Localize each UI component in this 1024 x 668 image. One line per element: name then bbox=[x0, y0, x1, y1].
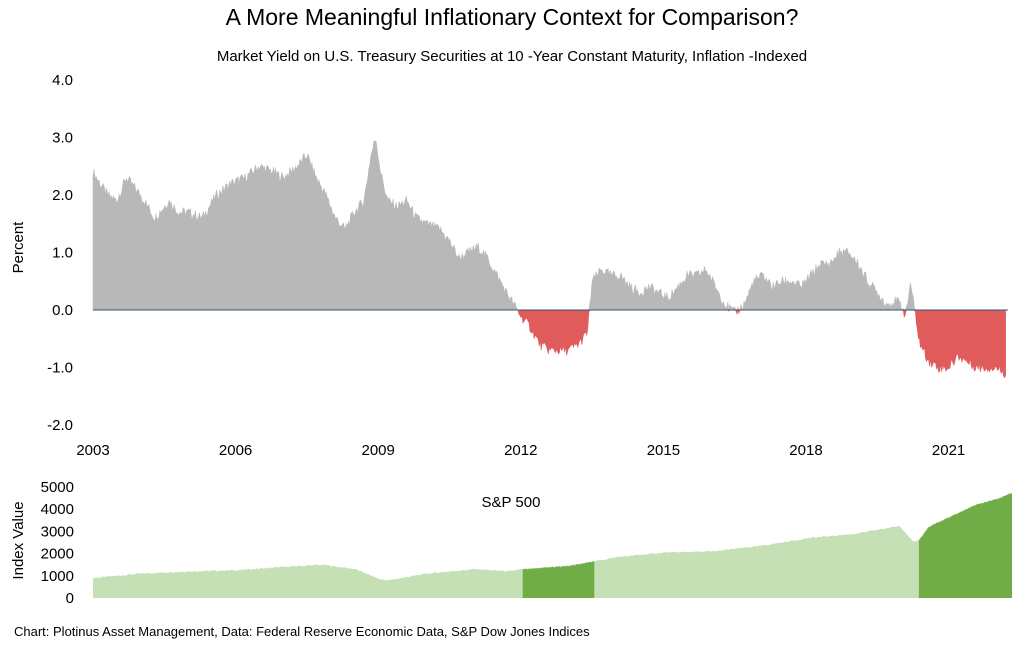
yield-negative-area bbox=[93, 308, 1006, 379]
y-tick-label: 0.0 bbox=[52, 302, 73, 319]
sp500-axes: S&P 500 5000 4000 3000 2000 1000 0 Index Value bbox=[10, 479, 540, 607]
sp500-area bbox=[93, 493, 1012, 598]
sp500-y-tick-label: 2000 bbox=[41, 546, 74, 563]
sp500-highlight-area bbox=[522, 561, 595, 598]
x-tick-label: 2006 bbox=[219, 442, 252, 459]
sp500-y-tick-label: 1000 bbox=[41, 568, 74, 585]
sp500-y-tick-label: 5000 bbox=[41, 479, 74, 496]
x-tick-label: 2012 bbox=[504, 442, 537, 459]
x-tick-label: 2021 bbox=[932, 442, 965, 459]
yield-area-chart bbox=[92, 140, 1008, 379]
chart-title: A More Meaningful Inflationary Context f… bbox=[225, 4, 799, 30]
sp500-y-tick-label: 4000 bbox=[41, 501, 74, 518]
y-tick-label: 2.0 bbox=[52, 187, 73, 204]
sp500-area-chart bbox=[93, 493, 1012, 598]
y-tick-label: 4.0 bbox=[52, 72, 73, 89]
sp500-y-tick-label: 3000 bbox=[41, 523, 74, 540]
sp500-highlight-area bbox=[918, 493, 1012, 598]
y-tick-label: 1.0 bbox=[52, 245, 73, 262]
sp500-y-axis-label: Index Value bbox=[10, 501, 27, 579]
x-tick-label: 2015 bbox=[647, 442, 680, 459]
chart-source: Chart: Plotinus Asset Management, Data: … bbox=[14, 624, 590, 639]
x-tick-label: 2003 bbox=[76, 442, 109, 459]
sp500-y-tick-label: 0 bbox=[66, 590, 74, 607]
yield-positive-area bbox=[92, 140, 1006, 311]
y-tick-label: 3.0 bbox=[52, 130, 73, 147]
x-tick-label: 2009 bbox=[362, 442, 395, 459]
x-tick-label: 2018 bbox=[789, 442, 822, 459]
chart-subtitle: Market Yield on U.S. Treasury Securities… bbox=[216, 48, 808, 65]
y-tick-label: -1.0 bbox=[47, 360, 73, 377]
y-tick-label: -2.0 bbox=[47, 417, 73, 434]
sp500-series-label: S&P 500 bbox=[482, 494, 541, 511]
y-axis-label: Percent bbox=[10, 221, 27, 274]
